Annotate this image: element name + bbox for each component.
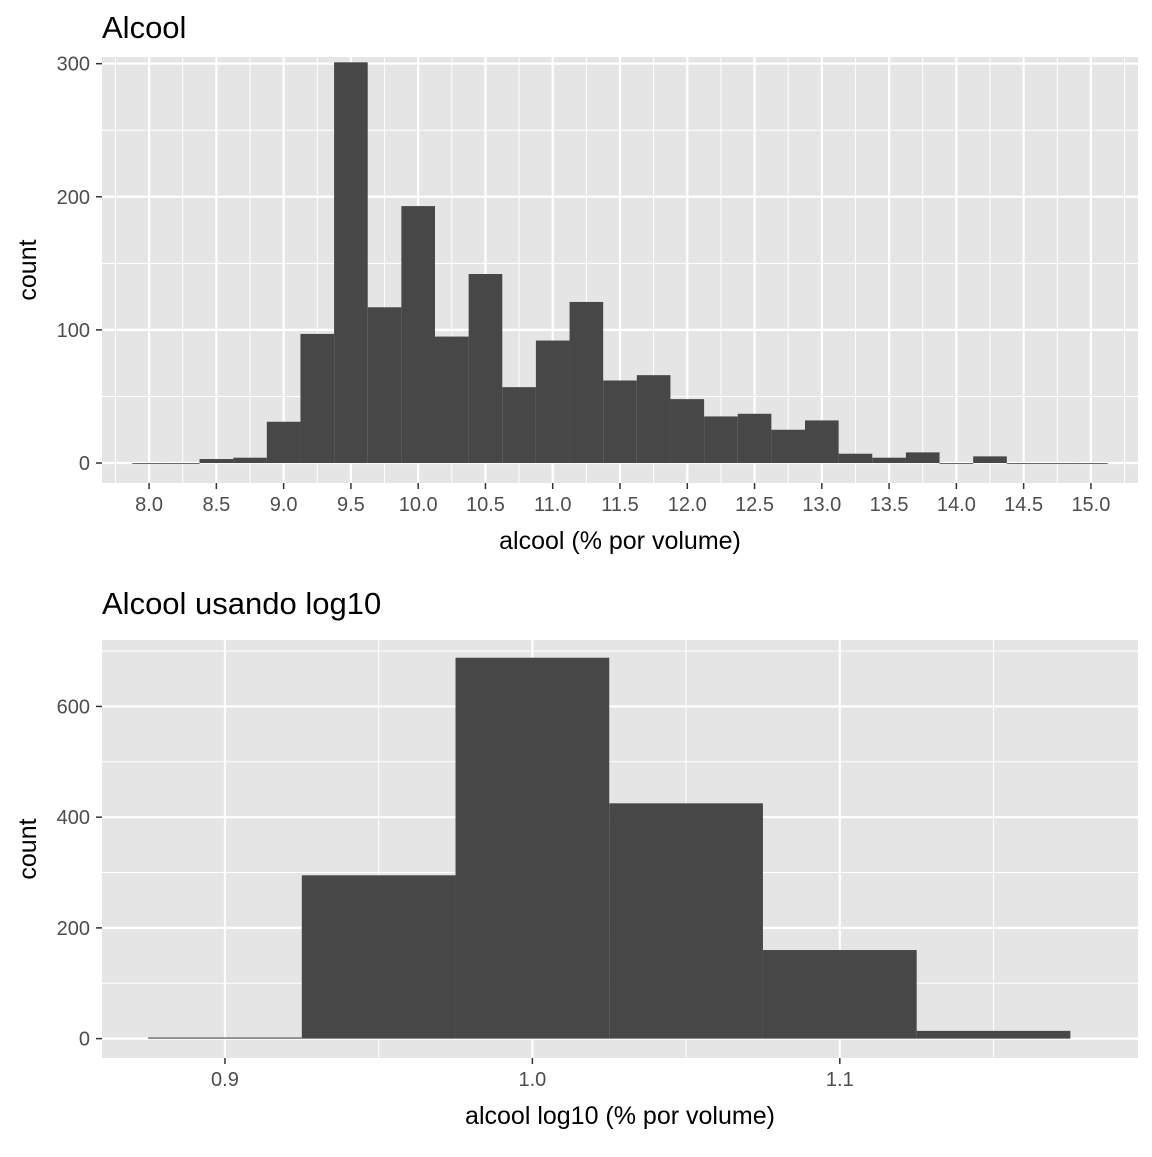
- x-tick-label: 1.1: [826, 1069, 854, 1091]
- histogram-bar: [939, 463, 974, 464]
- y-tick-label: 0: [79, 453, 90, 475]
- histogram-bar: [502, 387, 536, 464]
- histogram-bar: [805, 420, 839, 464]
- x-tick-label: 10.0: [399, 494, 438, 516]
- x-tick-label: 9.0: [270, 494, 298, 516]
- histogram-bar: [838, 453, 873, 464]
- chart-title: Alcool: [102, 10, 187, 45]
- y-tick-label: 200: [57, 187, 90, 209]
- histogram-bar: [455, 657, 610, 1039]
- x-tick-label: 9.5: [337, 494, 365, 516]
- chart-plot: 8.0 8.5 9.0 9.5 10.0 10.5 11.0 11.5 12.0 12.5 13.0…: [14, 54, 1138, 555]
- y-tick-label: 100: [57, 320, 90, 342]
- histogram-bar: [569, 301, 604, 464]
- histogram-bar: [266, 421, 301, 464]
- histogram-bar: [301, 875, 456, 1039]
- histogram-bar: [535, 340, 570, 464]
- x-tick-label: 15.0: [1071, 494, 1110, 516]
- x-tick-label: 8.5: [202, 494, 230, 516]
- histogram-bar: [1006, 463, 1041, 464]
- x-tick-label: 11.5: [601, 494, 638, 516]
- histogram-bar: [973, 456, 1007, 464]
- histogram-alcool: Alcool 8.0 8.5 9.0 9.5 10.0 10.5 11.0 11.5 12.0 1…: [0, 0, 1152, 576]
- histogram-bar: [762, 950, 917, 1039]
- x-tick-label: 14.0: [937, 494, 976, 516]
- histogram-bar: [905, 452, 940, 464]
- y-tick-label: 400: [57, 807, 90, 829]
- histogram-bar: [132, 463, 166, 464]
- histogram-bar: [737, 413, 772, 464]
- histogram-bar: [609, 803, 763, 1039]
- histogram-bar: [300, 333, 335, 464]
- x-tick-label: 13.5: [870, 494, 909, 516]
- histogram-bar: [233, 457, 267, 464]
- x-tick-label: 11.0: [534, 494, 571, 516]
- x-tick-label: 1.0: [518, 1069, 546, 1091]
- histogram-bar: [636, 375, 671, 464]
- y-tick-label: 0: [79, 1029, 90, 1051]
- histogram-bar: [916, 1030, 1071, 1039]
- histogram-bar: [872, 457, 906, 464]
- histogram-bar: [367, 307, 402, 464]
- histogram-alcool-log10: Alcool usando log10 0.9 1.0 1.1 0 200 400 600 a…: [0, 576, 1152, 1152]
- x-tick-label: 10.5: [466, 494, 505, 516]
- histogram-bar: [334, 62, 368, 464]
- histogram-bar: [704, 416, 738, 464]
- x-tick-label: 14.5: [1004, 494, 1043, 516]
- y-tick-label: 200: [57, 918, 90, 940]
- x-tick-label: 12.5: [735, 494, 774, 516]
- histogram-bar: [1040, 463, 1075, 464]
- x-axis-title: alcool log10 (% por volume): [465, 1102, 775, 1130]
- x-tick-label: 13.0: [802, 494, 841, 516]
- histogram-bar: [401, 206, 435, 464]
- y-tick-label: 300: [57, 54, 90, 76]
- histogram-bar: [199, 459, 234, 464]
- chart-plot: 0.9 1.0 1.1 0 200 400 600 alcool log10 (% por v…: [14, 640, 1138, 1130]
- x-tick-label: 8.0: [135, 494, 163, 516]
- histogram-bar: [771, 429, 805, 464]
- y-tick-label: 600: [57, 696, 90, 718]
- histogram-bar: [148, 1037, 302, 1039]
- histogram-bar: [603, 380, 637, 464]
- chart-title: Alcool usando log10: [102, 586, 382, 621]
- histogram-bar: [435, 336, 469, 464]
- x-axis-title: alcool (% por volume): [499, 527, 741, 555]
- y-axis-title: count: [14, 239, 42, 300]
- x-tick-label: 12.0: [668, 494, 707, 516]
- histogram-bar: [468, 273, 503, 464]
- histogram-bar: [165, 463, 200, 464]
- y-axis-title: count: [14, 818, 42, 879]
- x-tick-label: 0.9: [211, 1069, 239, 1091]
- histogram-bar: [670, 399, 705, 464]
- histogram-bar: [1074, 463, 1108, 464]
